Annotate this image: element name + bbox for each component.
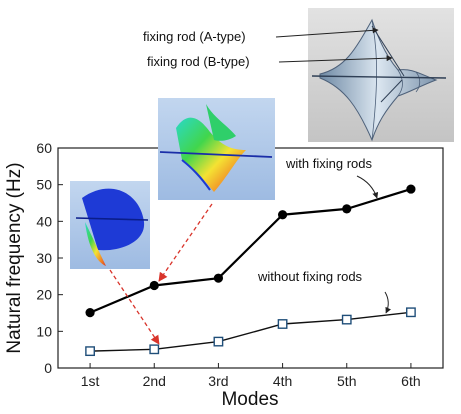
x-axis-title: Modes bbox=[221, 389, 278, 410]
rod-a-label: fixing rod (A-type) bbox=[143, 29, 246, 44]
fixing-rod-model-image bbox=[308, 8, 454, 142]
mode-shape-image-without-rods bbox=[70, 181, 150, 269]
rod-b-arrow bbox=[278, 55, 393, 63]
data-point-with-fixing-rods bbox=[342, 204, 352, 214]
x-tick-label: 3rd bbox=[208, 373, 228, 389]
data-point-without-fixing-rods bbox=[277, 319, 288, 329]
x-tick-label: 1st bbox=[81, 373, 100, 389]
mode-shape-image-with-rods bbox=[158, 98, 275, 200]
y-tick-label: 20 bbox=[36, 287, 52, 303]
data-point-without-fixing-rods bbox=[213, 336, 224, 347]
data-point-with-fixing-rods bbox=[277, 210, 288, 220]
data-point-with-fixing-rods bbox=[406, 184, 416, 194]
rod-b-label: fixing rod (B-type) bbox=[147, 54, 250, 69]
rod-a-arrow bbox=[275, 27, 379, 38]
data-point-without-fixing-rods bbox=[341, 314, 352, 325]
x-tick-label: 5th bbox=[337, 373, 356, 389]
data-point-with-fixing-rods bbox=[149, 280, 159, 291]
y-tick-label: 60 bbox=[36, 140, 52, 156]
series-label-arrow-without bbox=[384, 291, 391, 314]
x-tick-label: 6th bbox=[401, 373, 420, 389]
y-axis: 0 10 20 30 40 50 60 bbox=[36, 140, 63, 376]
x-tick-label: 2nd bbox=[143, 373, 166, 389]
series-label-with-fixing-rods: with fixing rods bbox=[285, 156, 372, 171]
series-markers bbox=[85, 184, 416, 357]
y-axis-title: Natural frequency (Hz) bbox=[4, 162, 25, 353]
y-tick-label: 30 bbox=[36, 250, 52, 266]
data-point-without-fixing-rods bbox=[149, 344, 160, 355]
data-point-without-fixing-rods bbox=[85, 346, 95, 357]
series-label-arrow-with bbox=[356, 175, 379, 199]
mode-arrow-with-rods bbox=[158, 203, 213, 282]
series-line-with-fixing-rods bbox=[89, 188, 412, 314]
series-lines bbox=[89, 188, 412, 352]
series-line-without-fixing-rods bbox=[90, 311, 411, 352]
mode-arrow-without-rods bbox=[109, 269, 160, 345]
data-point-with-fixing-rods bbox=[85, 308, 95, 318]
y-tick-label: 10 bbox=[36, 323, 52, 339]
series-label-without-fixing-rods: without fixing rods bbox=[257, 269, 363, 284]
x-tick-label: 4th bbox=[273, 373, 292, 389]
data-point-without-fixing-rods bbox=[406, 307, 416, 318]
data-point-with-fixing-rods bbox=[213, 273, 224, 283]
x-axis: 1st 2nd 3rd 4th 5th 6th bbox=[81, 363, 421, 389]
y-tick-label: 40 bbox=[36, 213, 52, 229]
y-tick-label: 0 bbox=[44, 360, 52, 376]
y-tick-label: 50 bbox=[36, 177, 52, 193]
